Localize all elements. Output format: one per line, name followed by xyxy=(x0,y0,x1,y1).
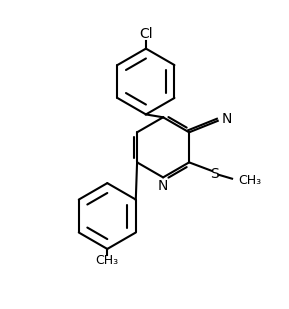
Text: Cl: Cl xyxy=(139,27,153,41)
Text: N: N xyxy=(222,112,232,126)
Text: CH₃: CH₃ xyxy=(238,175,261,188)
Text: S: S xyxy=(210,167,219,181)
Text: N: N xyxy=(158,179,168,193)
Text: CH₃: CH₃ xyxy=(96,254,119,267)
